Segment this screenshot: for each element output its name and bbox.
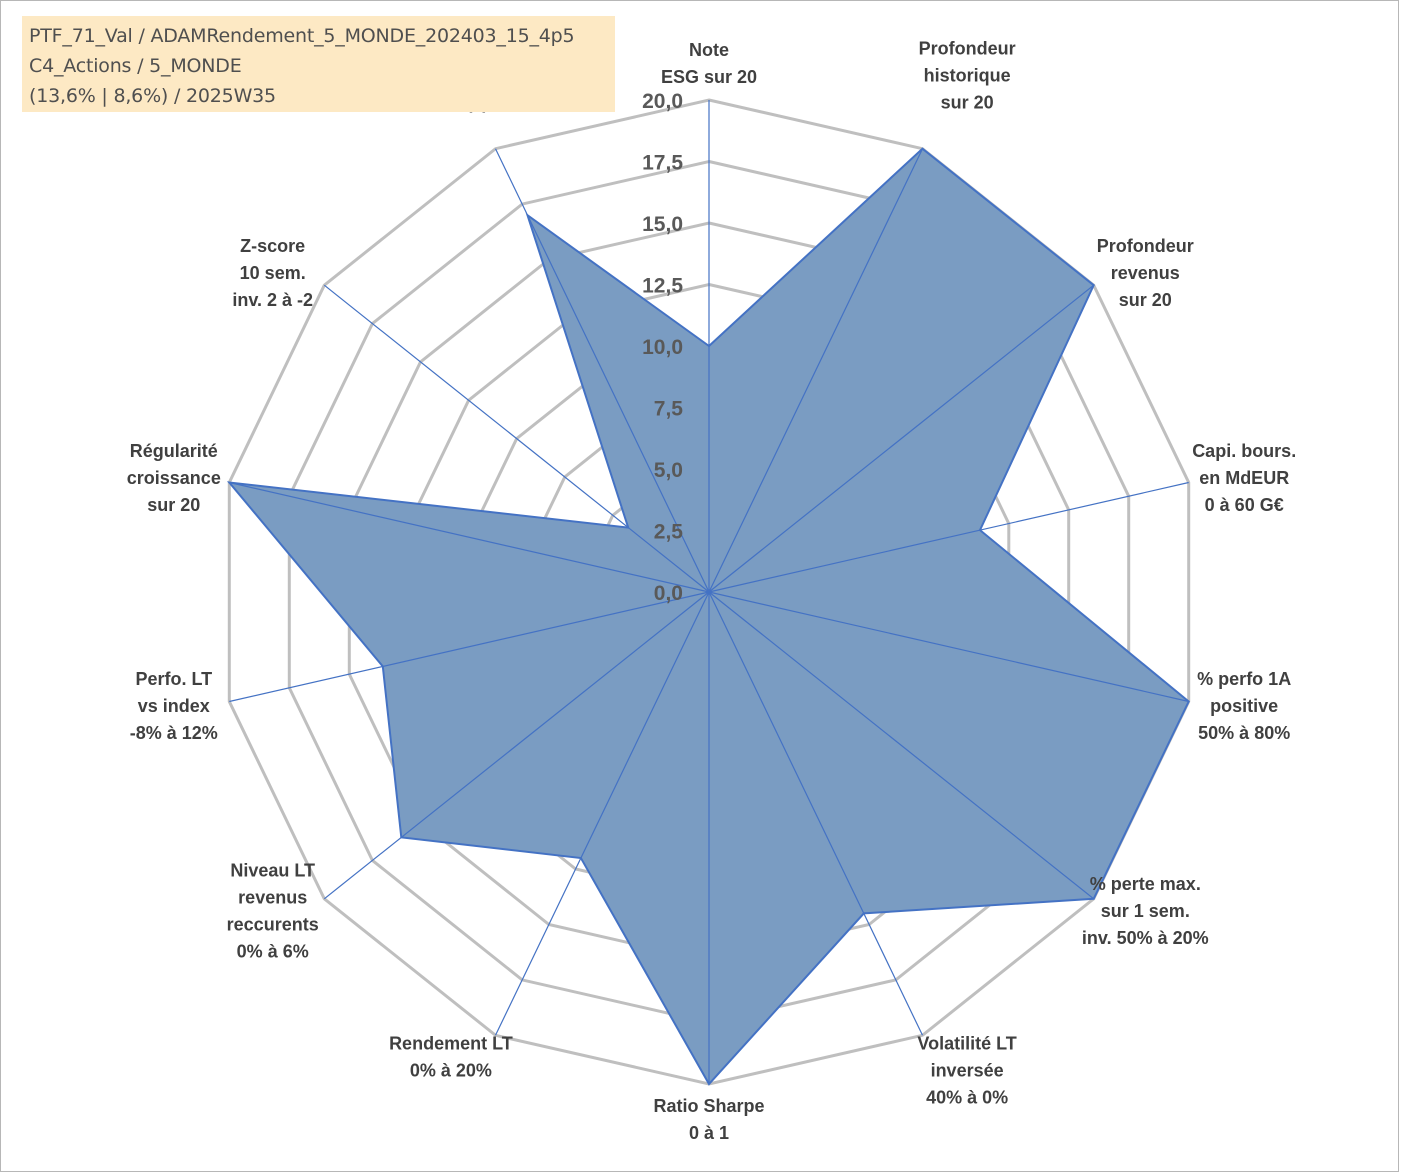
axis-label-7: Ratio Sharpe 0 à 1 xyxy=(653,1096,764,1143)
axis-label-1: Profondeur historique sur 20 xyxy=(919,39,1016,113)
axis-label-8: Rendement LT 0% à 20% xyxy=(389,1033,513,1080)
axis-label-5-line-2: inv. 50% à 20% xyxy=(1082,928,1209,948)
axis-label-8-line-1: 0% à 20% xyxy=(410,1060,492,1080)
spoke-12 xyxy=(323,284,710,593)
axis-label-11-line-0: Régularité xyxy=(130,441,218,461)
info-line-3: (13,6% | 8,6%) / 2025W35 xyxy=(29,85,276,107)
tick-label-1: 2,5 xyxy=(654,521,684,544)
axis-label-10: Perfo. LT vs index -8% à 12% xyxy=(130,669,218,743)
axis-label-0-line-1: ESG sur 20 xyxy=(661,67,757,87)
spoke-8 xyxy=(494,591,710,1036)
axis-label-6-line-2: 40% à 0% xyxy=(926,1087,1008,1107)
axis-label-3: Capi. bours. en MdEUR 0 à 60 G€ xyxy=(1192,441,1296,515)
spoke-2 xyxy=(708,284,1095,593)
axis-label-5-line-1: sur 1 sem. xyxy=(1101,901,1190,921)
axis-label-1-line-2: sur 20 xyxy=(941,93,994,113)
axis-label-10-line-2: -8% à 12% xyxy=(130,723,218,743)
axis-label-2-line-1: revenus xyxy=(1111,263,1180,283)
tick-label-4: 10,0 xyxy=(642,336,683,359)
axis-label-3-line-1: en MdEUR xyxy=(1199,468,1289,488)
axis-label-3-line-2: 0 à 60 G€ xyxy=(1205,495,1284,515)
axis-label-12-line-1: 10 sem. xyxy=(240,263,306,283)
axis-label-11: Régularité croissance sur 20 xyxy=(127,441,221,515)
axis-label-6-line-1: inversée xyxy=(931,1060,1004,1080)
spoke-9 xyxy=(323,591,710,900)
tick-label-7: 17,5 xyxy=(642,152,683,175)
axis-label-4-line-0: % perfo 1A xyxy=(1197,669,1291,689)
axis-label-7-line-0: Ratio Sharpe xyxy=(653,1096,764,1116)
info-line-1: PTF_71_Val / ADAMRendement_5_MONDE_20240… xyxy=(29,25,575,47)
spoke-10 xyxy=(229,591,710,703)
tick-label-3: 7,5 xyxy=(654,398,684,421)
info-line-2: C4_Actions / 5_MONDE xyxy=(29,55,242,77)
axis-label-1-line-0: Profondeur xyxy=(919,39,1016,59)
axis-label-9-line-1: revenus xyxy=(238,888,307,908)
tick-label-8: 20,0 xyxy=(642,90,683,113)
spoke-layer xyxy=(229,100,1189,1084)
axis-label-6-line-0: Volatilité LT xyxy=(917,1033,1016,1053)
axis-label-9: Niveau LT revenus reccurents 0% à 6% xyxy=(227,861,319,962)
axis-label-12: Z-score 10 sem. inv. 2 à -2 xyxy=(232,236,313,310)
axis-label-11-line-1: croissance xyxy=(127,468,221,488)
spoke-11 xyxy=(229,481,710,593)
tick-label-2: 5,0 xyxy=(654,459,683,482)
axis-label-0: Note ESG sur 20 xyxy=(661,40,757,87)
axis-label-11-line-2: sur 20 xyxy=(147,495,200,515)
axis-label-5: % perte max. sur 1 sem. inv. 50% à 20% xyxy=(1082,874,1209,948)
spoke-6 xyxy=(708,591,924,1036)
axis-label-4: % perfo 1A positive 50% à 80% xyxy=(1197,669,1291,743)
axis-label-12-line-0: Z-score xyxy=(240,236,305,256)
axis-label-9-line-3: 0% à 6% xyxy=(237,942,309,962)
spoke-1 xyxy=(708,148,924,593)
axis-label-4-line-1: positive xyxy=(1210,696,1278,716)
tick-label-layer: 0,0 2,5 5,0 7,5 10,0 12,5 15,0 17,5 20,0 xyxy=(642,90,683,605)
tick-label-0: 0,0 xyxy=(654,582,683,605)
axis-label-9-line-0: Niveau LT xyxy=(230,861,315,881)
axis-label-7-line-1: 0 à 1 xyxy=(689,1123,729,1143)
axis-label-2-line-2: sur 20 xyxy=(1119,290,1172,310)
tick-label-6: 15,0 xyxy=(642,213,683,236)
axis-label-6: Volatilité LT inversée 40% à 0% xyxy=(917,1033,1016,1107)
axis-label-8-line-0: Rendement LT xyxy=(389,1033,513,1053)
axis-label-1-line-1: historique xyxy=(924,66,1011,86)
spoke-13 xyxy=(494,148,710,593)
axis-label-2-line-0: Profondeur xyxy=(1097,236,1194,256)
spoke-4 xyxy=(708,591,1189,703)
axis-label-10-line-0: Perfo. LT xyxy=(135,669,212,689)
axis-label-3-line-0: Capi. bours. xyxy=(1192,441,1296,461)
axis-label-layer: Note ESG sur 20 Profondeur historique sur 20… xyxy=(127,39,1296,1143)
axis-label-10-line-1: vs index xyxy=(138,696,210,716)
tick-label-5: 12,5 xyxy=(642,275,683,298)
axis-label-2: Profondeur revenus sur 20 xyxy=(1097,236,1194,310)
axis-label-0-line-0: Note xyxy=(689,40,729,60)
info-box: PTF_71_Val / ADAMRendement_5_MONDE_20240… xyxy=(22,16,615,112)
spoke-5 xyxy=(708,591,1095,900)
axis-label-5-line-0: % perte max. xyxy=(1090,874,1201,894)
axis-label-9-line-2: reccurents xyxy=(227,915,319,935)
spoke-3 xyxy=(708,481,1189,593)
axis-label-12-line-2: inv. 2 à -2 xyxy=(232,290,313,310)
axis-label-4-line-2: 50% à 80% xyxy=(1198,723,1290,743)
